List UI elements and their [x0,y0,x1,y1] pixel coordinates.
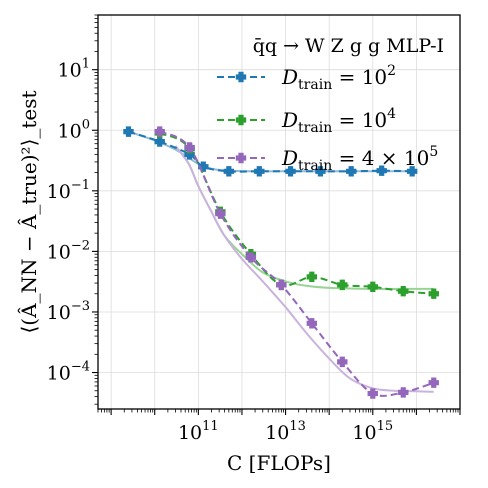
data-point [428,377,439,388]
data-point [223,166,235,177]
legend-entry-1: Dtrain = 102 [217,63,396,93]
legend-marker [235,71,247,83]
data-point [245,252,257,263]
legend-label: Dtrain = 102 [281,63,396,93]
data-point [337,279,348,291]
chart-title: q̄q → W Z g g MLP-I [253,35,444,57]
x-tick-label: 1013 [265,419,306,444]
data-point [337,356,348,368]
legend-marker [235,152,247,164]
data-point [315,166,326,177]
data-point [285,166,296,177]
y-tick-label: 101 [58,57,90,82]
data-point [306,318,318,329]
y-tick-label: 10−4 [47,360,90,385]
legend-entry-3: Dtrain = 4 × 105 [217,144,438,174]
data-point [276,279,287,291]
data-point [215,208,226,219]
legend-entry-2: Dtrain = 104 [217,106,396,136]
series-line [159,130,435,397]
series-line [128,130,413,173]
y-tick-label: 10−2 [47,238,90,263]
y-tick-label: 100 [58,117,90,142]
data-point [367,388,378,399]
x-tick-label: 1015 [352,419,393,444]
y-tick-label: 10−1 [47,178,90,203]
legend: Dtrain = 102 Dtrain = 104 Dtrain = 4 × 105 [217,63,438,174]
x-tick-label: 1011 [178,419,219,444]
data-point [398,387,409,398]
fit-curve [174,145,434,393]
series-3 [154,126,439,399]
y-axis-label: ⟨(Â_NN − Â_true)²⟩_test [17,90,41,333]
data-point [123,126,134,137]
data-point [154,126,165,137]
y-tick-label: 10−3 [47,299,90,324]
x-axis-label: C [FLOPs] [227,451,331,475]
series-line [159,132,434,295]
legend-marker [235,114,247,126]
data-point [376,165,387,176]
legend-label: Dtrain = 104 [281,106,396,136]
data-point [406,166,418,177]
data-point [346,166,357,177]
data-point [398,286,409,297]
data-point [254,166,265,177]
data-point [184,142,195,153]
data-point [367,281,378,293]
data-point [154,136,165,147]
grid-layer [98,15,461,409]
data-point [306,271,318,283]
axis-ticks: 1011 1013 1015 10−4 10−3 10−2 10−1 100 101 [47,14,461,444]
data-point [428,288,439,299]
data-series [123,126,439,399]
legend-label: Dtrain = 4 × 105 [281,144,438,174]
plot-frame [97,14,461,410]
series-1 [123,126,418,177]
